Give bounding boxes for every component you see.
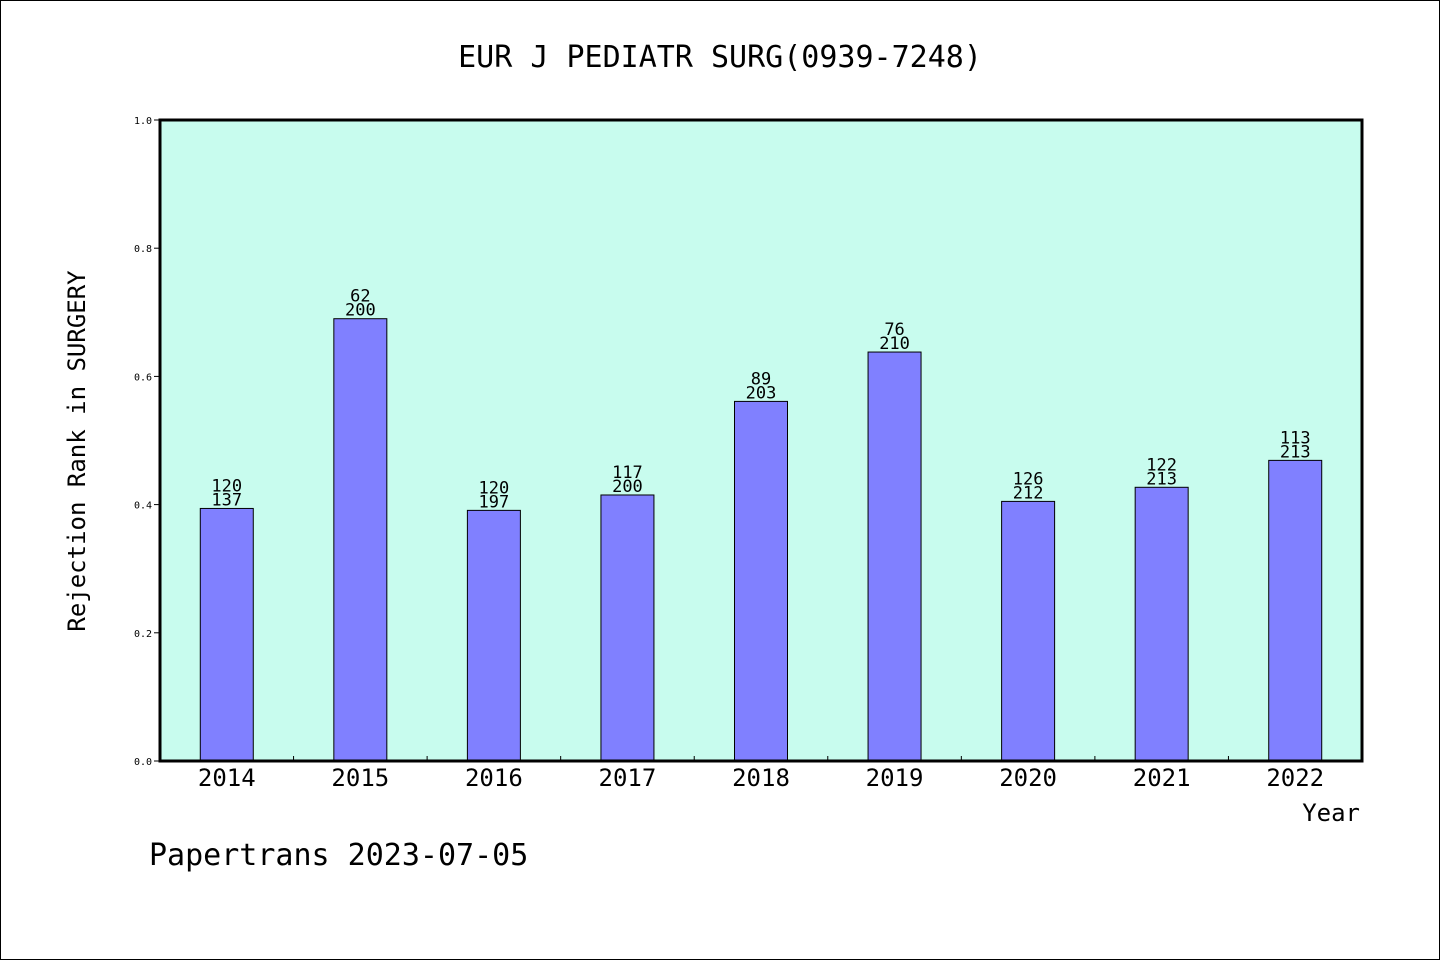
bar-label-top: 113 xyxy=(1280,428,1311,448)
bar-label-top: 126 xyxy=(1013,469,1044,489)
y-axis: 0.0 0.2 0.4 0.6 0.8 1.0 xyxy=(134,116,160,768)
bar-label-top: 120 xyxy=(211,476,242,496)
x-tick-label: 2022 xyxy=(1266,764,1324,792)
bar xyxy=(600,494,655,762)
x-axis: 2014 2015 2016 2017 2018 2019 2020 2021 2022 xyxy=(198,756,1324,792)
chart-title: EUR J PEDIATR SURG(0939-7248) xyxy=(458,40,982,75)
y-tick-label: 0.8 xyxy=(134,244,152,255)
x-tick-label: 2021 xyxy=(1133,764,1191,792)
footer-text: Papertrans 2023-07-05 xyxy=(149,838,528,873)
y-tick-label: 0.6 xyxy=(134,372,152,383)
y-tick-label: 1.0 xyxy=(134,116,152,127)
bar xyxy=(867,351,922,762)
bar-label-top: 117 xyxy=(612,463,643,483)
bars: 1201376220012019711720089203762101262121… xyxy=(199,287,1323,762)
bar xyxy=(333,318,388,762)
x-tick-label: 2020 xyxy=(999,764,1057,792)
x-tick-label: 2017 xyxy=(599,764,657,792)
x-tick-label: 2014 xyxy=(198,764,256,792)
bar-label-bottom: 197 xyxy=(479,492,510,512)
x-tick-label: 2015 xyxy=(331,764,389,792)
x-tick-label: 2019 xyxy=(866,764,924,792)
bar-label-bottom: 210 xyxy=(879,334,910,354)
bar-label-bottom: 212 xyxy=(1013,483,1044,503)
bar xyxy=(1001,500,1056,762)
bar-label-bottom: 137 xyxy=(211,490,242,510)
bar-label-bottom: 213 xyxy=(1146,469,1177,489)
bar-label-bottom: 200 xyxy=(612,477,643,497)
bar xyxy=(466,509,521,762)
plot-border xyxy=(158,118,1364,763)
y-tick-label: 0.0 xyxy=(134,757,152,768)
bar-label-top: 122 xyxy=(1146,455,1177,475)
x-tick-label: 2016 xyxy=(465,764,523,792)
y-axis-label: Rejection Rank in SURGERY xyxy=(63,270,91,632)
x-axis-label: Year xyxy=(1302,799,1360,827)
x-tick-label: 2018 xyxy=(732,764,790,792)
bar-label-bottom: 200 xyxy=(345,301,376,321)
y-tick-label: 0.2 xyxy=(134,629,152,640)
bar xyxy=(1268,459,1323,762)
bar-label-top: 76 xyxy=(884,320,904,340)
bar-label-top: 120 xyxy=(479,478,510,498)
bar xyxy=(199,507,254,762)
y-tick-label: 0.4 xyxy=(134,501,152,512)
bar-label-bottom: 203 xyxy=(746,383,777,403)
bar-label-top: 62 xyxy=(350,287,370,307)
bar-label-top: 89 xyxy=(751,369,771,389)
bar xyxy=(1134,486,1189,762)
bar xyxy=(734,400,788,762)
bar-label-bottom: 213 xyxy=(1280,442,1311,462)
